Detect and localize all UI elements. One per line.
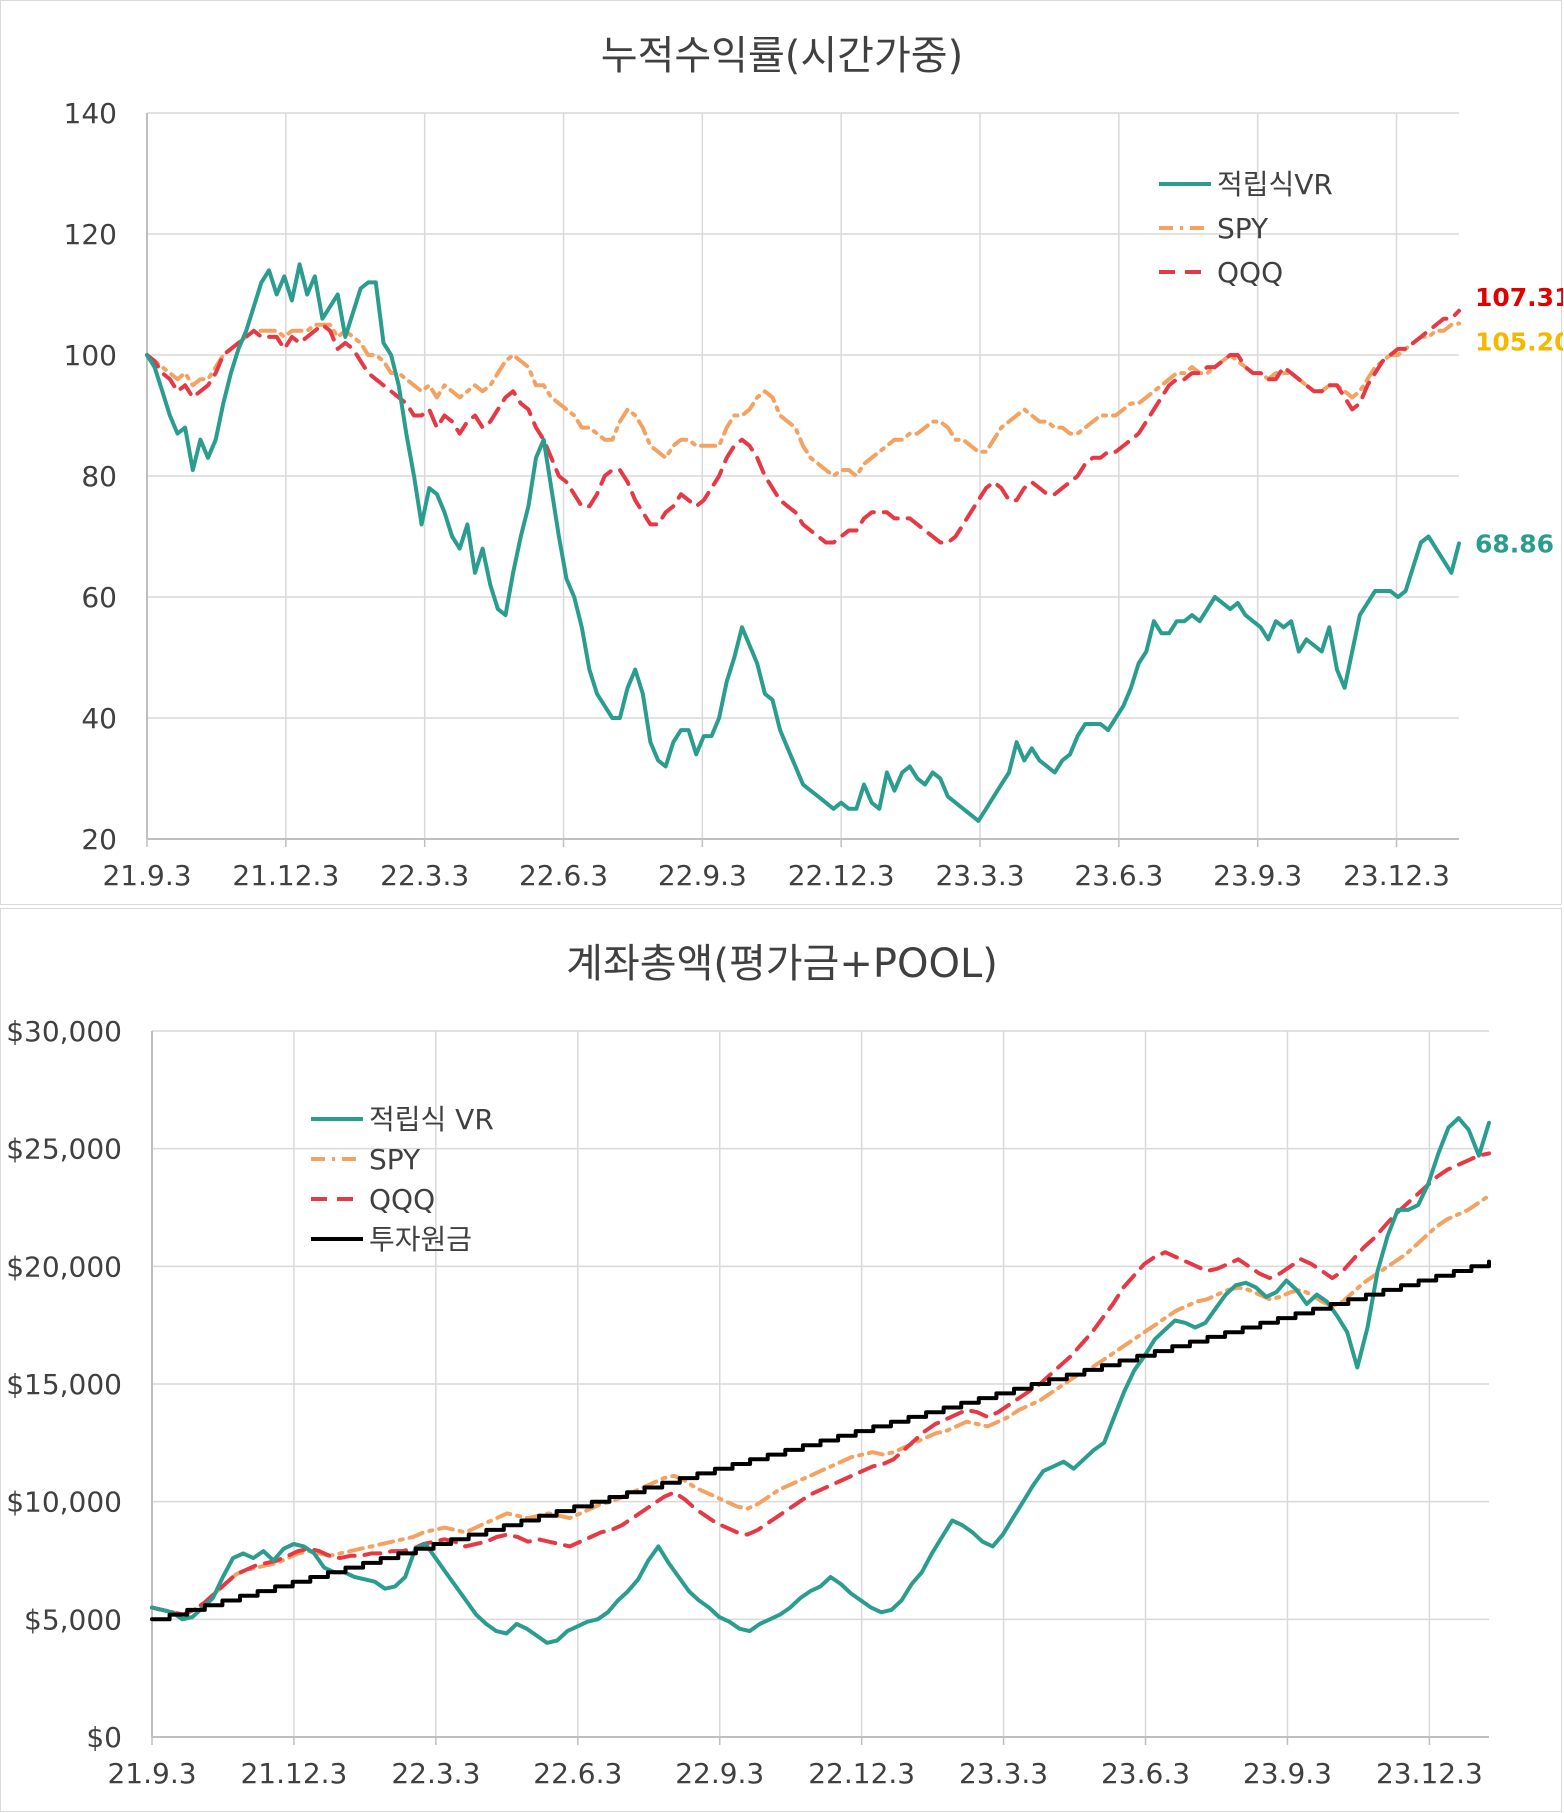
y-tick-label: 40 (81, 702, 117, 735)
x-axis-ticks: 21.9.3 21.12.3 22.3.3 22.6.3 22.9.3 22.12.3 23… (102, 859, 1449, 892)
series-lines (145, 262, 1461, 823)
legend-label-spy: SPY (369, 1143, 421, 1176)
x-tick-label: 23.12.3 (1343, 859, 1450, 892)
gridlines (146, 112, 1459, 847)
x-tick-label: 23.3.3 (935, 859, 1024, 892)
account-total-chart: 계좌총액(평가금+POOL) $0 $5,000 $10,000 $15,000 $20… (6, 941, 1491, 1790)
legend: 적립식 VR SPY QQQ 투자원금 (311, 1103, 494, 1256)
y-tick-label: $10,000 (6, 1486, 122, 1519)
x-tick-label: 22.9.3 (675, 1757, 764, 1790)
end-label-vr: 68.86 (1475, 529, 1554, 558)
y-axis-ticks: 20 40 60 80 100 120 140 (64, 97, 117, 856)
x-tick-label: 22.9.3 (658, 859, 747, 892)
x-tick-label: 21.9.3 (107, 1757, 196, 1790)
x-tick-label: 21.9.3 (102, 859, 191, 892)
legend-label-qqq: QQQ (369, 1183, 435, 1216)
y-tick-label: 80 (81, 460, 117, 493)
y-tick-label: $30,000 (6, 1015, 122, 1048)
end-label-qqq: 107.31 (1475, 283, 1563, 312)
x-tick-label: 23.6.3 (1101, 1757, 1190, 1790)
y-tick-label: $0 (86, 1721, 122, 1754)
end-value-labels: 105.20 107.31 68.86 (1475, 283, 1563, 559)
series-line-principal (150, 1259, 1491, 1622)
x-tick-label: 23.12.3 (1376, 1757, 1483, 1790)
cumulative-return-chart: 누적수익률(시간가중) 20 40 60 80 100 120 140 21.9.3 21.1… (64, 33, 1563, 892)
end-label-spy: 105.20 (1475, 328, 1563, 357)
chart-title: 계좌총액(평가금+POOL) (566, 941, 998, 987)
x-tick-label: 23.9.3 (1213, 859, 1302, 892)
y-tick-label: 120 (64, 218, 117, 251)
legend-label-principal: 투자원금 (369, 1223, 472, 1256)
x-tick-label: 22.12.3 (788, 859, 895, 892)
x-tick-label: 23.6.3 (1074, 859, 1163, 892)
series-line-spy (150, 1193, 1491, 1617)
chart-panel-cumulative-return: 누적수익률(시간가중) 20 40 60 80 100 120 140 21.9.3 21.1… (0, 0, 1563, 905)
y-axis-ticks: $0 $5,000 $10,000 $15,000 $20,000 $25,000 $30,… (6, 1015, 122, 1754)
legend-label-vr: 적립식 VR (369, 1103, 494, 1136)
x-tick-label: 22.3.3 (391, 1757, 480, 1790)
gridlines (151, 1030, 1489, 1745)
x-tick-label: 23.3.3 (959, 1757, 1048, 1790)
y-tick-label: $15,000 (6, 1368, 122, 1401)
legend-label-qqq: QQQ (1217, 256, 1283, 289)
series-lines (150, 1116, 1491, 1645)
y-tick-label: 100 (64, 339, 117, 372)
series-line-vr (145, 262, 1461, 823)
legend: 적립식VR SPY QQQ (1159, 168, 1333, 289)
legend-label-vr: 적립식VR (1217, 168, 1333, 201)
y-tick-label: 60 (81, 581, 117, 614)
series-line-qqq (145, 308, 1461, 545)
x-tick-label: 23.9.3 (1243, 1757, 1332, 1790)
chart-title: 누적수익률(시간가중) (601, 33, 963, 79)
y-tick-label: $25,000 (6, 1133, 122, 1166)
chart-panel-account-total: 계좌총액(평가금+POOL) $0 $5,000 $10,000 $15,000 $20… (0, 908, 1562, 1812)
y-tick-label: $20,000 (6, 1250, 122, 1283)
x-tick-label: 21.12.3 (240, 1757, 347, 1790)
y-tick-label: 140 (64, 97, 117, 130)
y-tick-label: $5,000 (24, 1603, 122, 1636)
x-tick-label: 21.12.3 (232, 859, 339, 892)
series-line-spy (145, 321, 1461, 478)
x-axis-ticks: 21.9.3 21.12.3 22.3.3 22.6.3 22.9.3 22.12.3 23… (107, 1757, 1482, 1790)
x-tick-label: 22.3.3 (380, 859, 469, 892)
legend-label-spy: SPY (1217, 212, 1269, 245)
series-line-qqq (150, 1151, 1491, 1617)
x-tick-label: 22.12.3 (808, 1757, 915, 1790)
x-tick-label: 22.6.3 (533, 1757, 622, 1790)
series-line-vr (150, 1116, 1491, 1645)
x-tick-label: 22.6.3 (519, 859, 608, 892)
y-tick-label: 20 (81, 823, 117, 856)
